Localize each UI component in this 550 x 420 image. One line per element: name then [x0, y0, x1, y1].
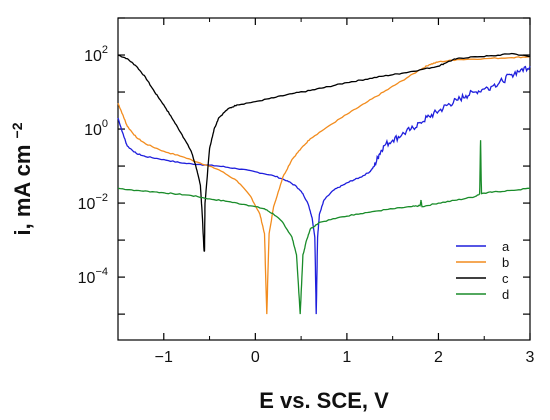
y-tick-base: 10	[84, 48, 102, 65]
series-line-a	[117, 65, 531, 315]
series-line-b	[117, 56, 531, 315]
y-tick-exponent: 0	[102, 118, 108, 130]
y-tick-label: 100	[84, 118, 108, 139]
legend-label-d: d	[502, 287, 509, 302]
y-tick-label: 10−2	[78, 192, 108, 213]
x-tick-label: 2	[434, 349, 443, 366]
x-tick-label: 0	[251, 349, 260, 366]
y-tick-exponent: −2	[95, 192, 108, 204]
legend-label-a: a	[502, 239, 510, 254]
x-tick-label: −1	[155, 349, 173, 366]
x-tick-label: 3	[526, 349, 535, 366]
y-tick-label: 102	[84, 44, 108, 65]
plot-frame	[117, 17, 531, 341]
y-tick-exponent: −4	[95, 266, 108, 278]
y-axis-title-text: i, mA cm	[10, 145, 35, 236]
series-lines	[117, 52, 531, 315]
series-line-d	[117, 140, 530, 315]
y-tick-base: 10	[78, 196, 96, 213]
y-axis-title: i, mA cm −2	[9, 122, 35, 235]
x-axis-title: E vs. SCE, V	[259, 388, 389, 413]
y-axis-title-exponent: −2	[9, 122, 25, 138]
series-line-c	[117, 52, 531, 252]
y-tick-label: 10−4	[78, 266, 108, 287]
y-tick-base: 10	[84, 122, 102, 139]
legend-label-b: b	[502, 255, 509, 270]
legend-label-c: c	[502, 271, 509, 286]
x-tick-label: 1	[342, 349, 351, 366]
y-tick-base: 10	[78, 270, 96, 287]
y-tick-exponent: 2	[102, 44, 108, 56]
